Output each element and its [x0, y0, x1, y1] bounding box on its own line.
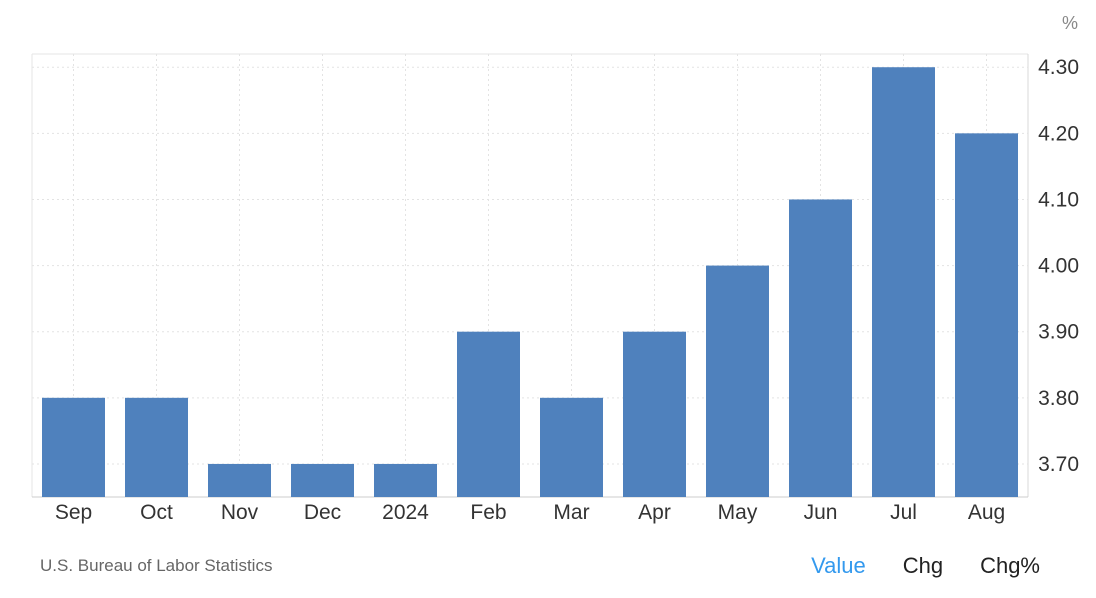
bar[interactable]	[955, 133, 1018, 498]
y-tick-label: 4.10	[1038, 188, 1079, 211]
bar[interactable]	[42, 397, 105, 497]
bar[interactable]	[789, 199, 852, 497]
y-tick-label: 3.70	[1038, 453, 1079, 476]
value-toggle[interactable]: Value	[811, 553, 866, 578]
x-tick-label: Jul	[890, 501, 917, 524]
bar[interactable]	[125, 397, 188, 497]
chg-percent-toggle[interactable]: Chg%	[980, 553, 1040, 578]
x-tick-label: Dec	[304, 501, 341, 524]
bars	[42, 67, 1018, 498]
y-tick-labels: 3.70 3.80 3.90 4.00 4.10 4.20 4.30	[1038, 56, 1079, 476]
x-tick-label: 2024	[382, 501, 429, 524]
view-toggle-group: Value Chg Chg%	[811, 553, 1040, 579]
y-tick-label: 3.80	[1038, 387, 1079, 410]
x-tick-label: Nov	[221, 501, 259, 524]
x-tick-label: Feb	[470, 501, 506, 524]
bar[interactable]	[208, 463, 271, 497]
bar[interactable]	[706, 265, 769, 497]
x-tick-labels: Sep Oct Nov Dec 2024 Feb Mar Apr May Jun Jul Aug	[55, 501, 1005, 524]
x-tick-label: Jun	[804, 501, 838, 524]
bar[interactable]	[623, 331, 686, 497]
bar-chart: Sep Oct Nov Dec 2024 Feb Mar Apr May Jun Jul Aug 3.…	[31, 13, 1079, 524]
x-tick-label: Oct	[140, 501, 173, 524]
x-tick-label: May	[718, 501, 758, 524]
bar[interactable]	[872, 67, 935, 497]
y-axis-unit-label: %	[1062, 13, 1078, 33]
x-tick-label: Sep	[55, 501, 92, 524]
y-tick-label: 4.00	[1038, 255, 1079, 278]
chg-toggle[interactable]: Chg	[902, 553, 944, 578]
bar[interactable]	[457, 331, 520, 497]
y-tick-label: 3.90	[1038, 321, 1079, 344]
bar[interactable]	[291, 463, 354, 497]
x-tick-label: Aug	[968, 501, 1005, 524]
y-tick-label: 4.20	[1038, 122, 1079, 145]
source-label: U.S. Bureau of Labor Statistics	[40, 556, 273, 575]
bar[interactable]	[374, 463, 437, 497]
x-tick-label: Mar	[553, 501, 589, 524]
bar[interactable]	[540, 397, 603, 497]
y-tick-label: 4.30	[1038, 56, 1079, 79]
x-tick-label: Apr	[638, 501, 671, 524]
